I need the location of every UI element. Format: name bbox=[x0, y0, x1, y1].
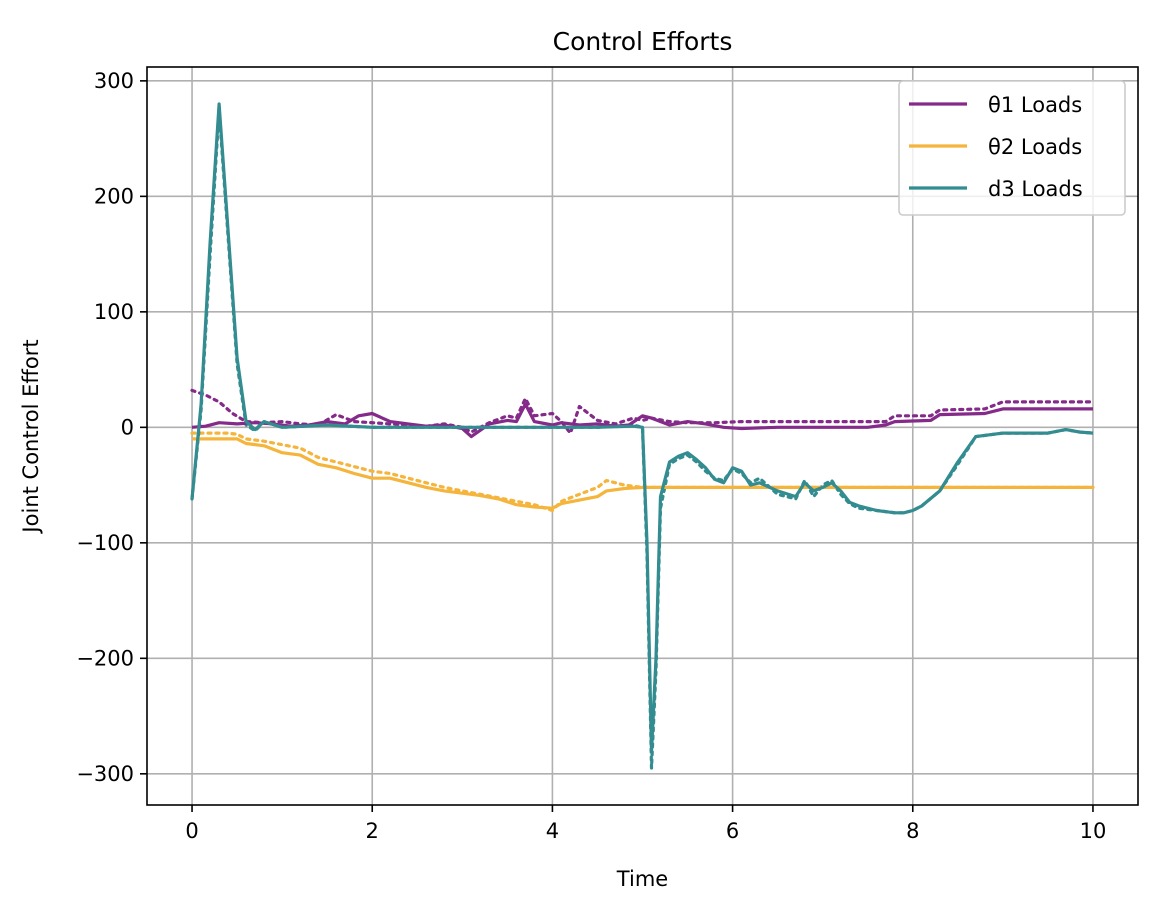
series-lines bbox=[190, 102, 1095, 770]
y-tick-label: −300 bbox=[76, 762, 134, 786]
x-tick-label: 0 bbox=[185, 819, 198, 843]
y-tick-label: 200 bbox=[94, 184, 134, 208]
x-tick-label: 10 bbox=[1080, 819, 1107, 843]
series-line bbox=[192, 437, 1093, 510]
legend: θ1 Loads θ2 Loads d3 Loads bbox=[898, 80, 1126, 216]
y-tick-label: 0 bbox=[121, 415, 134, 439]
y-tick-label: −100 bbox=[76, 531, 134, 555]
x-axis-title: Time bbox=[616, 867, 668, 891]
series-line-reference bbox=[190, 431, 1095, 513]
y-tick-label: 100 bbox=[94, 300, 134, 324]
legend-label: θ2 Loads bbox=[988, 135, 1082, 159]
plot-frame bbox=[146, 66, 1139, 806]
x-tick-label: 8 bbox=[906, 819, 919, 843]
x-tick-label: 4 bbox=[546, 819, 559, 843]
y-axis-title: Joint Control Effort bbox=[19, 339, 43, 534]
x-axis-ticks: 0 2 4 6 8 10 bbox=[185, 805, 1106, 843]
x-tick-label: 2 bbox=[366, 819, 379, 843]
y-tick-label: −200 bbox=[76, 646, 134, 670]
y-tick-label: 300 bbox=[94, 69, 134, 93]
chart-title: Control Efforts bbox=[553, 27, 733, 56]
series-line bbox=[190, 102, 1094, 753]
x-tick-label: 6 bbox=[726, 819, 739, 843]
series-line bbox=[191, 402, 1093, 439]
y-axis-ticks: −300 −200 −100 0 100 200 300 bbox=[76, 69, 147, 786]
legend-label: d3 Loads bbox=[988, 177, 1083, 201]
legend-box bbox=[898, 80, 1126, 216]
legend-label: θ1 Loads bbox=[988, 93, 1082, 117]
